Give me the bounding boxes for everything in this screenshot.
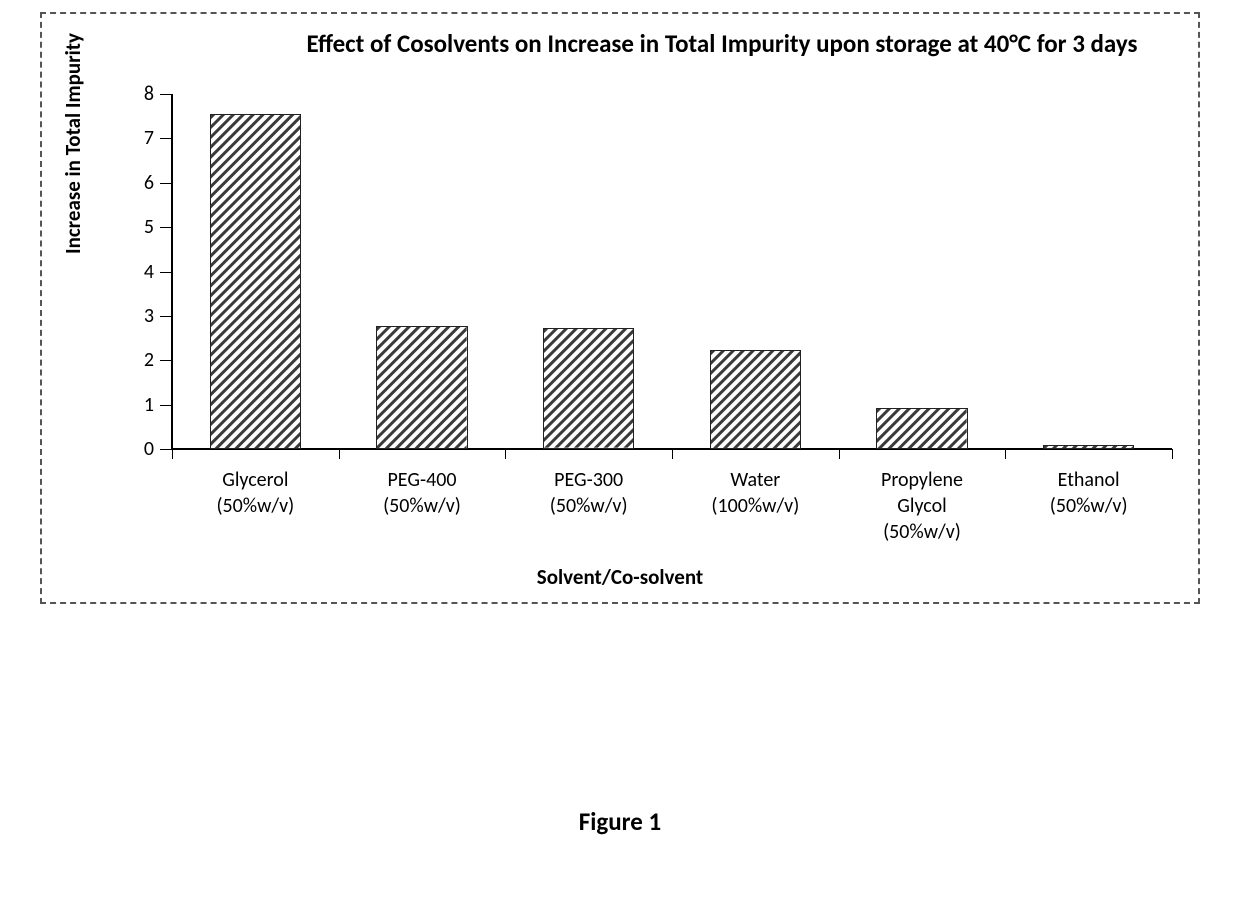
y-tick [160,449,172,450]
y-tick [160,94,172,95]
category-label: Glycerol(50%w/v) [172,467,339,519]
category-label-line: Glycerol [172,467,339,493]
y-tick-label: 1 [126,393,154,417]
bar-fill [877,409,967,448]
y-tick [160,405,172,406]
category-label-line: (100%w/v) [672,493,839,519]
x-tick [339,449,340,459]
y-tick-label: 5 [126,215,154,239]
y-tick-label: 4 [126,260,154,284]
bar-fill [711,351,801,448]
x-tick [172,449,173,459]
bar [1043,445,1135,449]
y-tick [160,360,172,361]
x-tick [672,449,673,459]
y-tick-label: 2 [126,348,154,372]
bar [710,350,802,449]
page: Effect of Cosolvents on Increase in Tota… [0,0,1240,898]
chart-title: Effect of Cosolvents on Increase in Tota… [282,28,1162,59]
bar [376,326,468,449]
x-axis-label: Solvent/Co-solvent [42,564,1198,590]
y-tick [160,227,172,228]
category-label: PEG-300(50%w/v) [505,467,672,519]
category-label-line: PEG-300 [505,467,672,493]
y-tick-label: 0 [126,437,154,461]
x-tick [1172,449,1173,459]
category-label: Ethanol(50%w/v) [1005,467,1172,519]
bar [210,114,302,449]
category-label: PEG-400(50%w/v) [339,467,506,519]
bar-fill [211,115,301,448]
y-tick [160,183,172,184]
y-tick [160,138,172,139]
bar-fill [544,329,634,448]
bar [543,328,635,449]
y-tick [160,272,172,273]
y-tick [160,316,172,317]
category-label-line: PEG-400 [339,467,506,493]
category-label-line: (50%w/v) [339,493,506,519]
category-label-line: Glycol [839,493,1006,519]
category-label-line: Ethanol [1005,467,1172,493]
plot-area: 012345678Glycerol(50%w/v)PEG-400(50%w/v)… [172,94,1172,449]
category-label: Water(100%w/v) [672,467,839,519]
category-label: PropyleneGlycol(50%w/v) [839,467,1006,545]
y-tick-label: 3 [126,304,154,328]
figure-caption: Figure 1 [0,806,1240,837]
category-label-line: (50%w/v) [1005,493,1172,519]
x-tick [1005,449,1006,459]
chart-frame: Effect of Cosolvents on Increase in Tota… [40,12,1200,604]
y-tick-label: 7 [126,126,154,150]
category-label-line: (50%w/v) [505,493,672,519]
category-label-line: Water [672,467,839,493]
bar-fill [377,327,467,448]
bar-fill [1044,446,1134,448]
x-tick [839,449,840,459]
y-axis-label: Increase in Total Impurity [60,33,86,254]
category-label-line: (50%w/v) [839,519,1006,545]
y-tick-label: 8 [126,82,154,106]
bar [876,408,968,449]
x-tick [505,449,506,459]
category-label-line: (50%w/v) [172,493,339,519]
category-label-line: Propylene [839,467,1006,493]
y-tick-label: 6 [126,171,154,195]
